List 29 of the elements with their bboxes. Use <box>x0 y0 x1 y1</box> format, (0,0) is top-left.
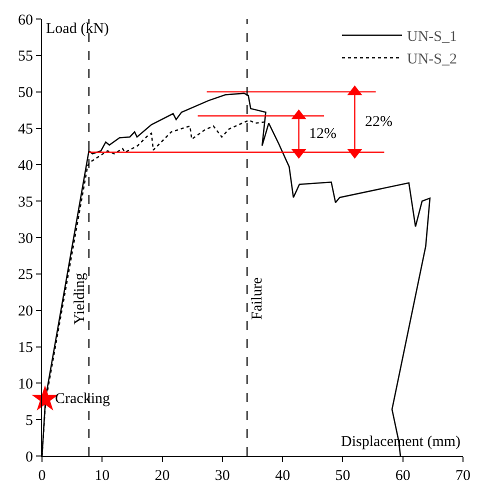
annotation: Cracking <box>55 391 110 407</box>
x-tick-label: 50 <box>335 468 350 484</box>
y-tick-label: 55 <box>18 48 33 65</box>
legend-label: UN-S_1 <box>407 29 458 46</box>
y-tick-label: 35 <box>18 194 33 210</box>
y-tick-label: 5 <box>26 412 33 429</box>
x-tick-label: 0 <box>38 468 46 484</box>
annotation: 12% <box>309 126 336 142</box>
x-tick-label: 10 <box>94 468 110 484</box>
y-tick-label: 20 <box>18 304 33 320</box>
legend-label: UN-S_2 <box>407 52 458 68</box>
y-tick-label: 50 <box>18 85 33 102</box>
ref-line-label: Failure <box>249 276 266 320</box>
y-tick-label: 15 <box>18 340 33 356</box>
y-tick-label: 30 <box>18 230 33 247</box>
x-tick-label: 20 <box>154 468 170 484</box>
x-tick-label: 40 <box>275 468 290 484</box>
x-tick-label: 30 <box>214 468 230 484</box>
y-tick-label: 0 <box>26 449 33 466</box>
y-axis-title: Load (kN) <box>46 21 109 37</box>
y-tick-label: 40 <box>18 158 33 174</box>
x-tick-label: 60 <box>395 468 410 484</box>
y-tick-label: 45 <box>18 122 33 138</box>
ref-line-label: Yielding <box>72 272 88 325</box>
y-tick-label: 25 <box>18 267 33 284</box>
x-tick-label: 70 <box>456 468 470 484</box>
y-tick-label: 60 <box>18 12 33 28</box>
annotation: 22% <box>365 114 392 130</box>
y-tick-label: 10 <box>18 376 33 392</box>
